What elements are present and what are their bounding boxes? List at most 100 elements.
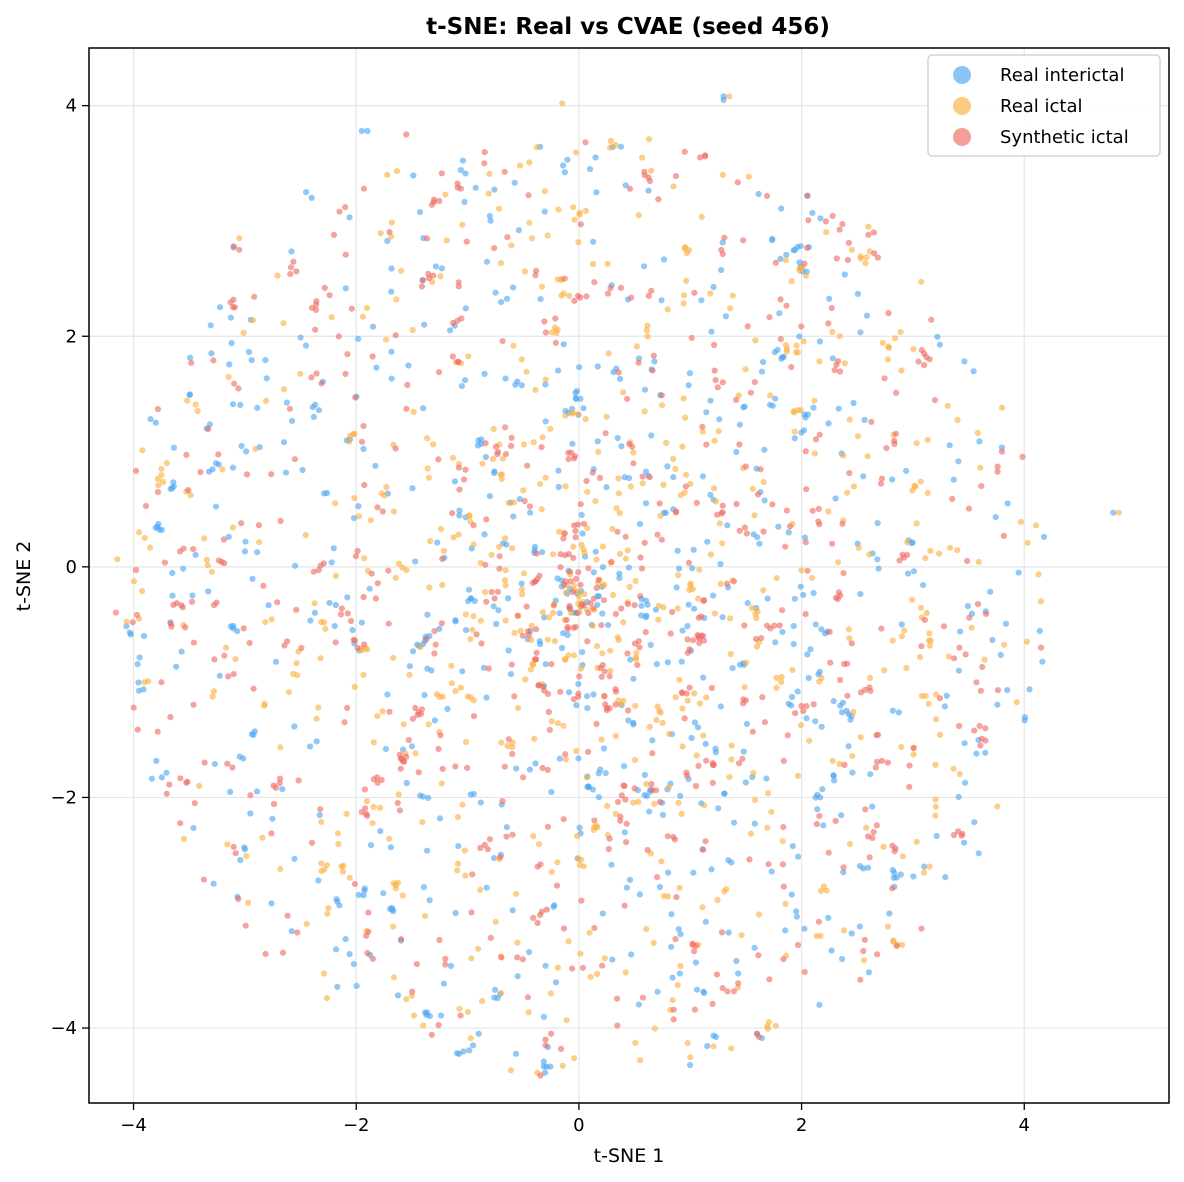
point-real-interictal <box>361 887 368 894</box>
point-synthetic-ictal <box>621 902 628 909</box>
point-real-interictal <box>840 869 847 876</box>
point-real-ictal <box>335 840 342 848</box>
point-real-interictal <box>594 601 601 609</box>
point-synthetic-ictal <box>702 838 709 845</box>
point-synthetic-ictal <box>511 693 518 700</box>
point-real-interictal <box>691 605 698 612</box>
point-real-ictal <box>550 551 557 558</box>
point-real-ictal <box>388 219 395 226</box>
point-synthetic-ictal <box>566 568 574 575</box>
point-real-ictal <box>440 547 447 555</box>
point-real-interictal <box>810 589 817 597</box>
point-real-interictal <box>673 584 680 591</box>
point-real-interictal <box>817 215 824 222</box>
point-synthetic-ictal <box>805 217 812 224</box>
point-synthetic-ictal <box>601 668 608 675</box>
point-synthetic-ictal <box>653 787 660 794</box>
point-real-ictal <box>615 475 622 482</box>
point-real-interictal <box>303 189 310 196</box>
point-real-interictal <box>227 788 234 796</box>
point-synthetic-ictal <box>403 131 410 138</box>
point-synthetic-ictal <box>452 763 459 770</box>
point-synthetic-ictal <box>230 671 237 678</box>
point-real-ictal <box>594 643 601 650</box>
point-synthetic-ictal <box>379 508 386 515</box>
point-real-ictal <box>808 574 816 582</box>
point-synthetic-ictal <box>949 495 956 502</box>
point-synthetic-ictal <box>455 283 462 290</box>
point-real-interictal <box>982 749 989 756</box>
point-real-ictal <box>393 296 400 303</box>
point-synthetic-ictal <box>598 622 605 629</box>
point-real-interictal <box>205 468 213 475</box>
point-real-ictal <box>866 551 873 558</box>
point-real-interictal <box>421 692 428 699</box>
point-real-ictal <box>359 313 366 320</box>
point-synthetic-ictal <box>595 576 602 583</box>
point-real-ictal <box>743 659 750 666</box>
point-synthetic-ictal <box>409 715 417 722</box>
point-real-interictal <box>693 986 701 993</box>
point-real-interictal <box>330 545 337 552</box>
point-real-interictal <box>1004 500 1011 507</box>
y-tick-label: 2 <box>66 326 77 347</box>
point-real-interictal <box>603 484 610 491</box>
point-real-ictal <box>615 637 622 644</box>
point-synthetic-ictal <box>308 304 316 311</box>
point-synthetic-ictal <box>604 290 612 297</box>
point-real-interictal <box>783 251 790 258</box>
point-synthetic-ictal <box>714 511 721 518</box>
point-real-ictal <box>1032 522 1040 529</box>
point-real-ictal <box>924 489 931 497</box>
point-real-interictal <box>527 509 534 516</box>
point-real-interictal <box>315 877 322 884</box>
point-real-interictal <box>617 143 625 150</box>
point-real-ictal <box>548 718 555 725</box>
point-real-ictal <box>507 1067 514 1074</box>
point-real-interictal <box>777 255 784 262</box>
point-real-interictal <box>311 609 318 616</box>
point-real-ictal <box>926 863 933 870</box>
point-real-ictal <box>381 492 388 499</box>
point-real-ictal <box>542 474 549 481</box>
point-real-ictal <box>727 615 734 622</box>
point-synthetic-ictal <box>868 418 875 425</box>
point-synthetic-ictal <box>816 812 823 820</box>
point-real-ictal <box>583 774 591 781</box>
point-real-interictal <box>431 717 438 724</box>
point-real-interictal <box>614 434 621 442</box>
point-synthetic-ictal <box>906 762 913 769</box>
point-synthetic-ictal <box>867 687 874 695</box>
point-synthetic-ictal <box>550 602 557 609</box>
point-real-ictal <box>343 810 350 818</box>
point-real-ictal <box>904 539 911 546</box>
point-real-interictal <box>648 432 655 439</box>
point-real-ictal <box>562 656 569 663</box>
point-real-interictal <box>850 399 857 407</box>
point-synthetic-ictal <box>641 539 648 547</box>
point-real-interictal <box>668 911 675 918</box>
point-real-ictal <box>703 694 710 701</box>
point-real-interictal <box>207 322 214 329</box>
point-real-interictal <box>772 639 779 646</box>
point-synthetic-ictal <box>548 661 555 668</box>
point-synthetic-ictal <box>641 168 648 175</box>
point-synthetic-ictal <box>753 1030 761 1037</box>
point-real-interictal <box>225 533 232 541</box>
point-real-ictal <box>857 255 864 262</box>
point-synthetic-ictal <box>572 527 579 535</box>
point-synthetic-ictal <box>872 764 879 771</box>
point-real-interictal <box>722 313 730 320</box>
point-real-ictal <box>612 732 620 740</box>
point-synthetic-ictal <box>231 380 238 387</box>
point-real-ictal <box>518 356 525 363</box>
point-real-interictal <box>788 702 795 709</box>
point-real-ictal <box>508 242 515 249</box>
point-real-ictal <box>581 549 588 557</box>
point-real-ictal <box>486 170 493 177</box>
point-synthetic-ictal <box>865 833 872 840</box>
point-real-ictal <box>975 558 982 566</box>
point-real-ictal <box>322 625 329 633</box>
point-synthetic-ictal <box>188 598 196 605</box>
point-real-interictal <box>389 906 396 913</box>
